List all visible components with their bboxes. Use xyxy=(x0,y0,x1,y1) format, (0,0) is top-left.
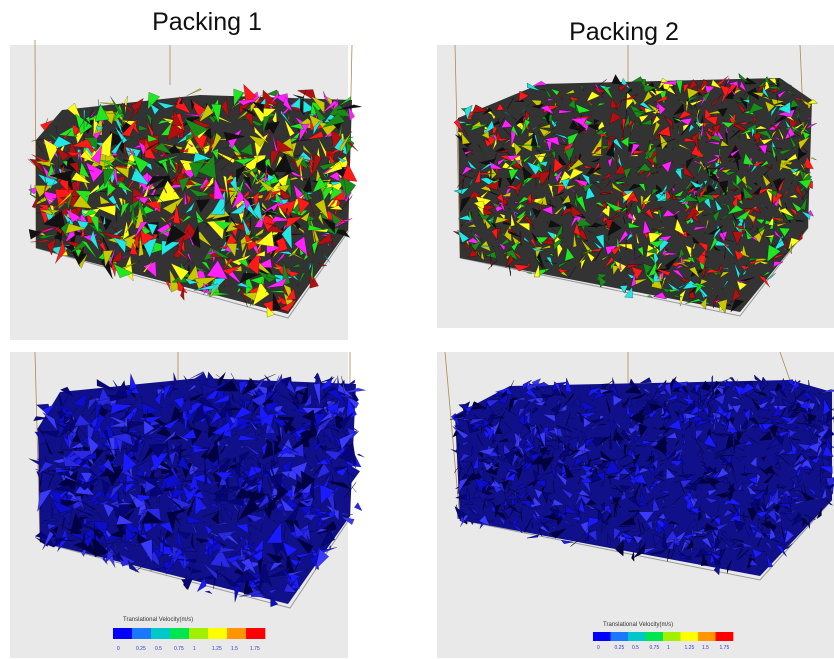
figure: Packing 1 Packing 2 Translational Veloci… xyxy=(0,0,834,659)
particle xyxy=(352,487,357,493)
particle xyxy=(357,454,364,457)
particle xyxy=(354,503,362,511)
panel-title: Packing 2 xyxy=(569,18,679,46)
panel-title: Packing 1 xyxy=(152,8,262,36)
